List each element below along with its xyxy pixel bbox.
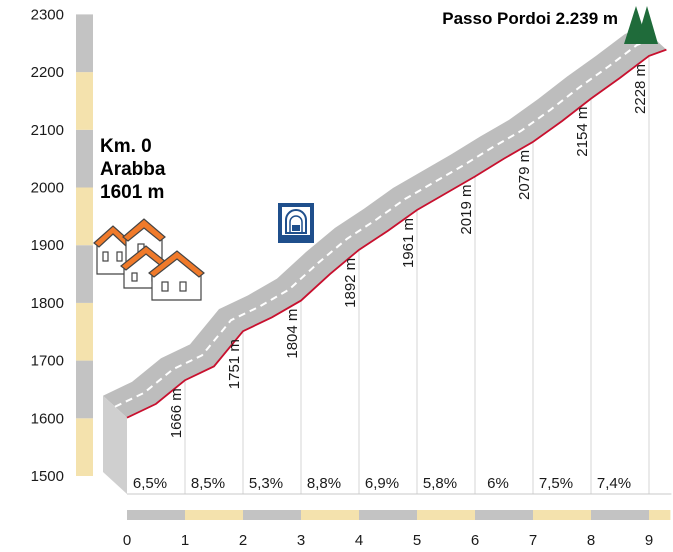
elevation-label: 2228 m: [632, 64, 649, 114]
road-centre-line: [114, 37, 655, 408]
gradient-label: 6,9%: [365, 475, 399, 492]
village-icon: [93, 218, 205, 301]
gradient-label: 8,8%: [307, 475, 341, 492]
elevation-label: 2079 m: [516, 150, 533, 200]
altitude-band: [76, 302, 93, 361]
elevation-label: 2019 m: [458, 185, 475, 235]
x-tick-label: 6: [471, 532, 479, 549]
gradient-label: 7,4%: [597, 475, 631, 492]
km-bar-segment: [649, 510, 671, 520]
x-tick-label: 1: [181, 532, 189, 549]
elevation-label: 2154 m: [574, 107, 591, 157]
altitude-band: [76, 418, 93, 476]
altitude-band: [76, 245, 93, 303]
elevation-label: 1666 m: [168, 388, 185, 438]
elevation-labels: 1666 m 1751 m 1804 m 1892 m 1961 m 2019 m 2079…: [168, 64, 649, 438]
altitude-band: [76, 14, 93, 73]
pine-tree-icon: [624, 6, 658, 44]
km-bar-segment: [127, 510, 185, 520]
altitude-bands: [76, 14, 93, 476]
elevation-label: 1804 m: [284, 309, 301, 359]
x-tick-label: 4: [355, 532, 363, 549]
elevation-label: 1961 m: [400, 218, 417, 268]
y-tick-label: 1500: [31, 468, 64, 485]
start-km-label: Km. 0: [100, 136, 152, 157]
altitude-band: [76, 187, 93, 246]
gradient-label: 6,5%: [133, 475, 167, 492]
x-tick-label: 5: [413, 532, 421, 549]
km-columns: [127, 49, 672, 495]
start-altitude-label: 1601 m: [100, 182, 164, 203]
y-tick-label: 1600: [31, 410, 64, 427]
road-profile: [103, 27, 672, 495]
gradient-label: 6%: [487, 475, 509, 492]
km-bar: [127, 510, 671, 520]
start-place-label: Arabba: [100, 159, 166, 180]
x-axis-ticks: 0 1 2 3 4 5 6 7 8 9: [123, 532, 653, 549]
gradient-label: 5,3%: [249, 475, 283, 492]
y-tick-label: 2300: [31, 6, 64, 23]
km-bar-segment: [533, 510, 591, 520]
elevation-label: 1892 m: [342, 258, 359, 308]
km-bar-segment: [417, 510, 475, 520]
road-edge-line: [126, 48, 667, 419]
tunnel-sign-icon: [278, 203, 314, 243]
altitude-band: [76, 129, 93, 188]
km-bar-segment: [301, 510, 359, 520]
road-left-face: [103, 395, 127, 494]
gradient-label: 7,5%: [539, 475, 573, 492]
altitude-band: [76, 360, 93, 419]
x-tick-label: 2: [239, 532, 247, 549]
km-bar-segment: [359, 510, 417, 520]
gradient-label: 8,5%: [191, 475, 225, 492]
x-tick-label: 9: [645, 532, 653, 549]
y-tick-label: 1700: [31, 353, 64, 370]
x-tick-label: 3: [297, 532, 305, 549]
x-tick-label: 0: [123, 532, 131, 549]
profile-face: [127, 49, 672, 495]
y-tick-label: 2000: [31, 180, 64, 197]
y-tick-label: 2100: [31, 122, 64, 139]
km-bar-segment: [591, 510, 649, 520]
gradient-label: 5,8%: [423, 475, 457, 492]
km-bar-segment: [185, 510, 243, 520]
km-bar-segment: [243, 510, 301, 520]
y-tick-label: 1800: [31, 295, 64, 312]
x-tick-label: 7: [529, 532, 537, 549]
km-bar-segment: [475, 510, 533, 520]
y-tick-label: 1900: [31, 237, 64, 254]
altitude-band: [76, 72, 93, 130]
y-axis-ticks: 1500 1600 1700 1800 1900 2000 2100 2200 2300: [31, 6, 64, 485]
x-tick-label: 8: [587, 532, 595, 549]
gradient-labels: 6,5% 8,5% 5,3% 8,8% 6,9% 5,8% 6% 7,5% 7,4%: [133, 475, 631, 492]
start-label: Km. 0 Arabba 1601 m: [100, 136, 166, 203]
road-surface: [103, 27, 667, 418]
y-tick-label: 2200: [31, 64, 64, 81]
elevation-label: 1751 m: [226, 339, 243, 389]
chart-title: Passo Pordoi 2.239 m: [442, 9, 618, 28]
